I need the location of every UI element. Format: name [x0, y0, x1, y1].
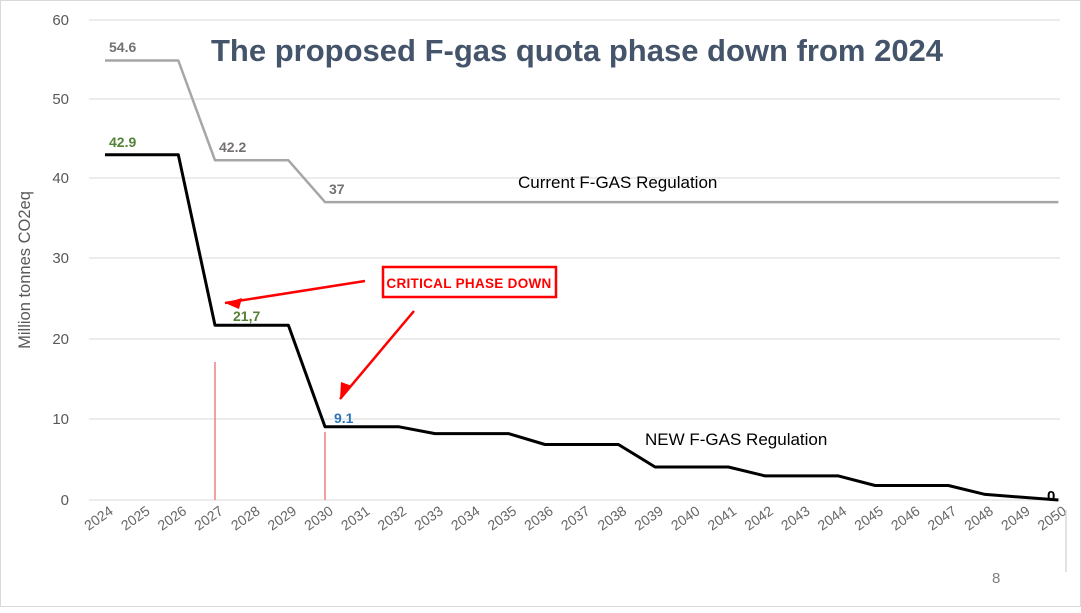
svg-text:2039: 2039 [631, 502, 666, 533]
svg-text:2025: 2025 [118, 502, 153, 533]
svg-text:2049: 2049 [998, 502, 1033, 533]
svg-text:30: 30 [52, 250, 69, 267]
svg-text:42.2: 42.2 [219, 139, 246, 155]
svg-text:The proposed F-gas quota phase: The proposed F-gas quota phase down from… [211, 33, 944, 68]
svg-text:0: 0 [61, 492, 69, 509]
svg-text:42.9: 42.9 [109, 134, 136, 150]
svg-text:37: 37 [329, 181, 345, 197]
svg-text:2037: 2037 [558, 502, 593, 533]
svg-text:2033: 2033 [411, 502, 446, 533]
svg-text:2045: 2045 [851, 502, 886, 533]
svg-text:NEW F-GAS Regulation: NEW F-GAS Regulation [645, 430, 827, 449]
svg-text:20: 20 [52, 331, 69, 348]
svg-text:2047: 2047 [925, 502, 960, 533]
svg-text:2036: 2036 [521, 502, 556, 533]
svg-text:2024: 2024 [81, 502, 116, 533]
svg-text:Current F-GAS Regulation: Current F-GAS Regulation [518, 173, 717, 192]
svg-text:2031: 2031 [338, 502, 373, 533]
svg-text:Million tonnes CO2eq: Million tonnes CO2eq [16, 191, 34, 349]
svg-text:2038: 2038 [595, 502, 630, 533]
svg-text:CRITICAL PHASE DOWN: CRITICAL PHASE DOWN [386, 276, 551, 291]
svg-text:2046: 2046 [888, 502, 923, 533]
svg-text:40: 40 [52, 170, 69, 187]
svg-text:54.6: 54.6 [109, 39, 136, 55]
svg-text:2048: 2048 [961, 502, 996, 533]
svg-text:2034: 2034 [448, 502, 483, 533]
svg-text:2028: 2028 [228, 502, 263, 533]
svg-text:2044: 2044 [815, 502, 850, 533]
svg-text:2029: 2029 [265, 502, 300, 533]
svg-text:21,7: 21,7 [233, 308, 260, 324]
svg-text:2035: 2035 [485, 502, 520, 533]
svg-text:50: 50 [52, 91, 69, 108]
svg-text:0: 0 [1047, 488, 1055, 505]
svg-text:2027: 2027 [191, 502, 226, 533]
svg-text:2043: 2043 [778, 502, 813, 533]
svg-text:2032: 2032 [375, 502, 410, 533]
svg-text:2041: 2041 [705, 502, 740, 533]
svg-text:2040: 2040 [668, 502, 703, 533]
svg-text:2026: 2026 [154, 502, 189, 533]
svg-text:60: 60 [52, 12, 69, 29]
svg-text:10: 10 [52, 411, 69, 428]
svg-text:2030: 2030 [301, 502, 336, 533]
svg-text:9.1: 9.1 [334, 410, 354, 426]
svg-text:2042: 2042 [741, 502, 776, 533]
svg-text:8: 8 [992, 570, 1000, 587]
svg-text:2050: 2050 [1035, 502, 1070, 533]
